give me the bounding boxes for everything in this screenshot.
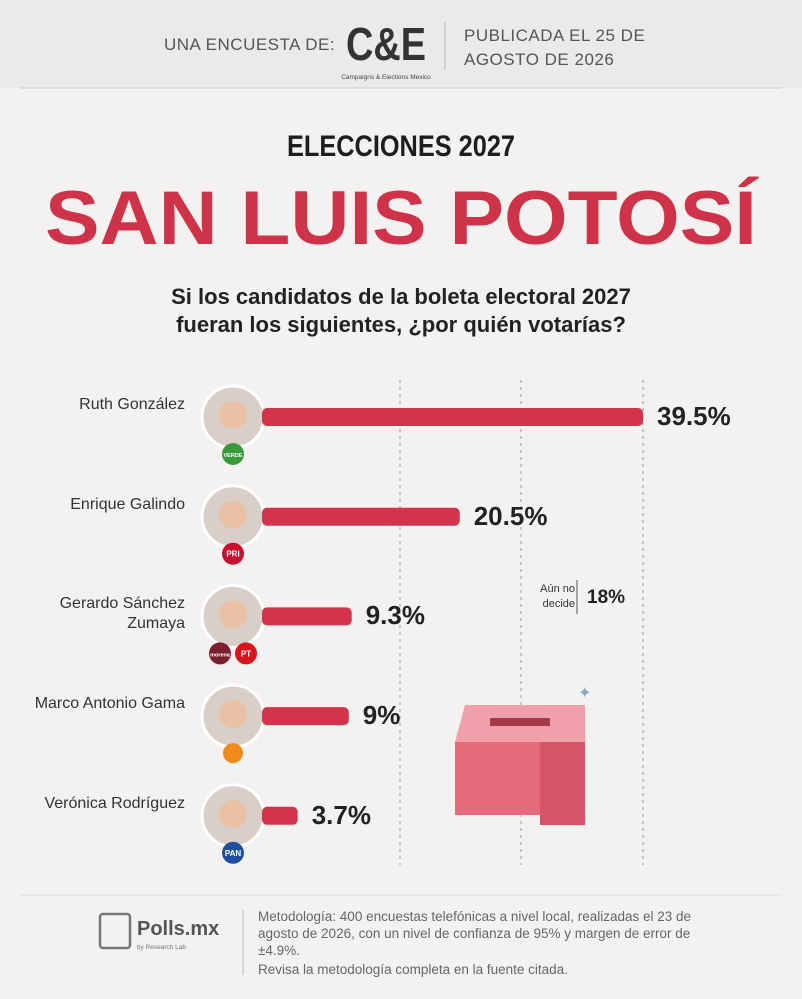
- footer-tagline: by Research Lab: [137, 944, 187, 951]
- value-label: 9.3%: [365, 600, 425, 631]
- category-label: Gerardo Sánchez Zumaya: [59, 595, 185, 633]
- candidate-face: [219, 500, 247, 529]
- party-label: PAN: [225, 849, 242, 858]
- brand-logo: C&E: [346, 18, 426, 70]
- party-label: morena: [210, 652, 231, 658]
- candidate-face: [219, 700, 247, 729]
- bar: [262, 408, 643, 426]
- brand-tagline: Campaigns & Elections Mexico: [341, 74, 431, 81]
- category-label: Marco Antonio Gama: [34, 695, 185, 713]
- header-band: [0, 0, 802, 88]
- category-label: Ruth González: [79, 396, 185, 413]
- party-logo: [209, 642, 231, 665]
- party-logo: [235, 642, 257, 665]
- footer-brand: Polls.mx: [137, 918, 219, 940]
- value-label: 9%: [362, 700, 401, 731]
- category-label: Verónica Rodríguez: [44, 794, 185, 812]
- annotation-value: 18%: [587, 587, 626, 608]
- party-logo: [222, 841, 244, 864]
- box-side: [540, 742, 585, 825]
- sparkle: ✦: [578, 685, 591, 702]
- bar: [262, 507, 460, 526]
- party-label: PRI: [226, 550, 239, 559]
- value-label: 3.7%: [311, 799, 371, 830]
- box-slot: [490, 718, 550, 726]
- kicker: ELECCIONES 2027: [287, 130, 515, 163]
- candidate-face: [219, 401, 247, 429]
- header-published: PUBLICADA EL 25 DE AGOSTO DE 2026: [464, 26, 646, 69]
- bar: [262, 806, 298, 825]
- annotation-text: Aún no decide: [540, 583, 575, 610]
- party-logo: [223, 743, 243, 764]
- question: Si los candidatos de la boleta electoral…: [171, 284, 631, 337]
- bar: [262, 707, 349, 726]
- header-intro: UNA ENCUESTA DE:: [164, 35, 336, 54]
- party-logo: [222, 443, 244, 465]
- party-label: PT: [241, 649, 251, 658]
- polls-icon: [98, 912, 132, 950]
- methodology-note: Revisa la metodología completa en la fue…: [258, 962, 568, 977]
- category-label: Enrique Galindo: [70, 495, 185, 513]
- value-label: 39.5%: [657, 401, 731, 431]
- candidate-face: [219, 799, 247, 828]
- candidate-face: [219, 600, 247, 629]
- value-label: 20.5%: [473, 500, 548, 531]
- main-title: SAN LUIS POTOSÍ: [45, 176, 759, 261]
- ballot-box: ✦: [455, 685, 591, 825]
- methodology: Metodología: 400 encuestas telefónicas a…: [258, 909, 692, 958]
- party-logo: [222, 542, 244, 565]
- bar: [262, 607, 352, 626]
- party-label: VERDE: [224, 453, 243, 459]
